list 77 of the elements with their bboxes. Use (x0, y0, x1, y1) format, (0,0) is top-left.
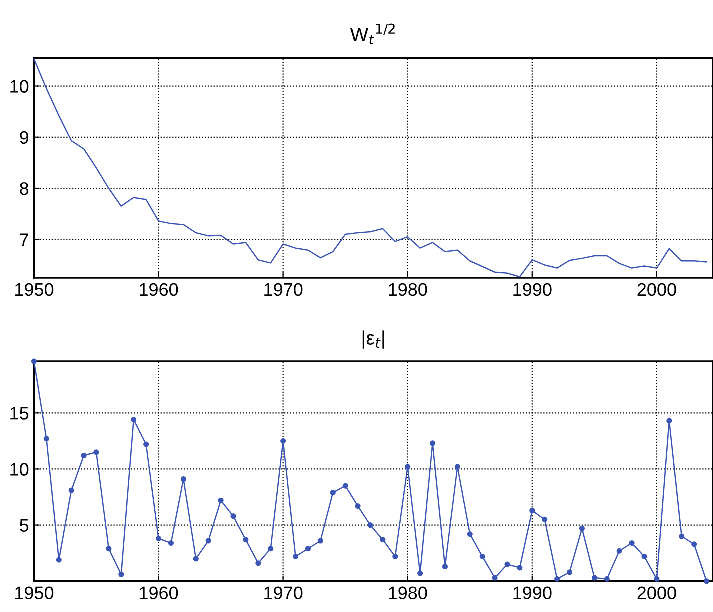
point (392, 554, 398, 560)
point (666, 418, 672, 424)
x-tick-label: 1950 (16, 283, 54, 296)
point (467, 532, 473, 538)
point (679, 534, 685, 540)
point (292, 554, 299, 560)
point (193, 556, 199, 562)
point (480, 554, 486, 560)
point (492, 575, 498, 581)
point (517, 565, 523, 571)
point (305, 546, 312, 552)
point (504, 562, 510, 568)
point (256, 560, 262, 566)
x-tick-label: 1980 (389, 283, 428, 296)
point (280, 438, 286, 444)
point (592, 575, 598, 581)
line-series (34, 58, 708, 278)
point (355, 503, 361, 510)
point (131, 417, 137, 423)
point (156, 536, 162, 542)
point (418, 570, 424, 576)
y-tick-label: 10 (10, 80, 29, 93)
point (704, 578, 710, 584)
x-tick-label: 1980 (389, 586, 428, 600)
chart-title: |ε$_{t}$| (362, 330, 384, 349)
point (566, 570, 573, 576)
point (629, 540, 635, 546)
point (579, 526, 586, 532)
x-tick-label: 1960 (140, 586, 178, 600)
point (430, 440, 436, 446)
point (368, 522, 374, 528)
y-tick-label: 10 (10, 463, 29, 476)
point (542, 516, 548, 522)
point (243, 537, 249, 543)
x-tick-label: 2000 (638, 283, 676, 296)
point (206, 538, 212, 544)
point (616, 548, 622, 554)
point (268, 546, 274, 552)
point (642, 554, 648, 560)
point (94, 450, 100, 456)
x-tick-label: 1990 (514, 283, 552, 296)
point (31, 358, 37, 364)
point (318, 538, 324, 544)
x-tick-label: 1990 (514, 586, 552, 600)
point (218, 498, 224, 504)
point (56, 557, 62, 563)
point (405, 464, 411, 470)
point (530, 508, 536, 514)
point (380, 537, 386, 543)
point (692, 542, 698, 548)
point (454, 464, 460, 470)
x-tick-label: 1950 (16, 586, 54, 600)
point (68, 488, 74, 494)
point (180, 476, 186, 482)
chart-title: W$_{t}$$^{1/2}$ (350, 24, 395, 45)
point (118, 572, 124, 578)
y-tick-label: 9 (20, 131, 29, 144)
x-tick-label: 1970 (264, 586, 303, 600)
y-tick-label: 15 (10, 407, 29, 420)
y-tick-label: 8 (20, 182, 29, 196)
point (554, 576, 560, 582)
x-tick-label: 1970 (264, 283, 303, 296)
y-tick-label: 7 (20, 234, 28, 246)
y-tick-label: 5 (20, 519, 29, 532)
point (442, 564, 448, 570)
x-tick-label: 2000 (638, 586, 676, 600)
point (168, 540, 174, 546)
point (342, 483, 348, 489)
point (44, 436, 50, 442)
point (230, 514, 236, 520)
point (81, 452, 87, 459)
point (106, 546, 112, 552)
point (144, 442, 150, 448)
x-tick-label: 1960 (140, 283, 178, 296)
point (604, 576, 610, 582)
point (654, 576, 660, 582)
point (330, 490, 336, 496)
